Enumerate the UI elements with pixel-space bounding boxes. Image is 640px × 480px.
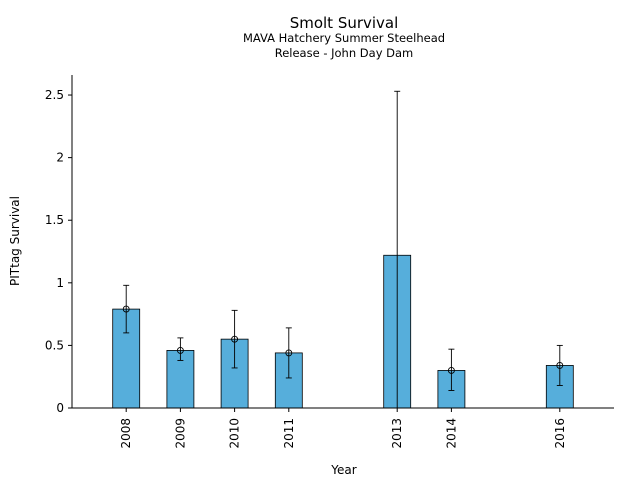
x-tick-label-2011: 2011 xyxy=(282,418,296,449)
chart-title: Smolt Survival xyxy=(290,14,399,32)
point-estimate-2008 xyxy=(122,305,130,313)
y-tick-label-0.5: 0.5 xyxy=(45,338,64,352)
chart-subtitle-line-1: MAVA Hatchery Summer Steelhead xyxy=(243,31,445,45)
y-tick-label-1.5: 1.5 xyxy=(45,213,64,227)
point-estimate-2009 xyxy=(176,346,184,354)
point-estimate-2010 xyxy=(231,335,239,343)
point-estimate-2016 xyxy=(556,361,564,369)
x-tick-label-2013: 2013 xyxy=(390,418,404,449)
x-axis-label: Year xyxy=(330,463,356,477)
x-tick-label-2009: 2009 xyxy=(173,418,187,449)
x-tick-label-2014: 2014 xyxy=(444,418,458,449)
y-axis-label: PITtag Survival xyxy=(8,196,22,286)
chart-subtitle-line-2: Release - John Day Dam xyxy=(275,46,414,60)
y-tick-label-0: 0 xyxy=(56,401,64,415)
bar-2011 xyxy=(274,352,303,409)
point-estimate-2014 xyxy=(447,366,455,374)
y-tick-label-1: 1 xyxy=(56,276,64,290)
point-estimate-2011 xyxy=(285,349,293,357)
y-tick-label-2: 2 xyxy=(56,151,64,165)
x-tick-label-2010: 2010 xyxy=(228,418,242,449)
plot-area xyxy=(112,90,574,409)
y-tick-label-2.5: 2.5 xyxy=(45,88,64,102)
x-tick-label-2016: 2016 xyxy=(553,418,567,449)
x-tick-label-2008: 2008 xyxy=(119,418,133,449)
